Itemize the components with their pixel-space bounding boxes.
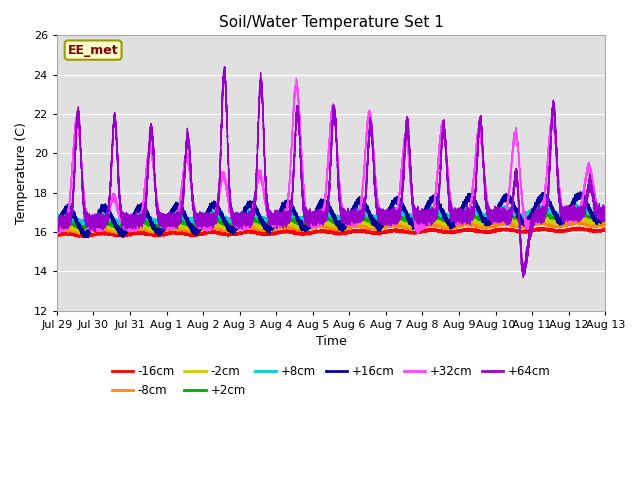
-8cm xyxy=(53,228,61,233)
+64cm xyxy=(221,64,228,70)
-2cm xyxy=(53,224,61,229)
+8cm xyxy=(403,212,411,218)
-2cm xyxy=(465,217,473,223)
-16cm xyxy=(501,227,509,233)
+8cm xyxy=(465,206,473,212)
-8cm xyxy=(76,231,84,237)
+16cm xyxy=(602,208,609,214)
Y-axis label: Temperature (C): Temperature (C) xyxy=(15,122,28,224)
-8cm xyxy=(501,222,509,228)
+8cm xyxy=(602,206,609,212)
+16cm xyxy=(82,230,90,236)
+32cm xyxy=(465,211,473,217)
-16cm xyxy=(403,229,411,235)
-8cm xyxy=(465,220,473,226)
-16cm xyxy=(82,233,90,239)
+32cm xyxy=(292,75,300,81)
+2cm xyxy=(403,216,411,222)
+2cm xyxy=(602,210,609,216)
-16cm xyxy=(465,228,473,233)
+64cm xyxy=(82,211,90,217)
+16cm xyxy=(501,195,509,201)
-16cm xyxy=(602,227,609,232)
-8cm xyxy=(403,225,411,230)
+2cm xyxy=(501,211,509,216)
+64cm xyxy=(602,213,609,219)
+64cm xyxy=(53,215,61,220)
+64cm xyxy=(520,275,527,280)
Legend: -16cm, -8cm, -2cm, +2cm, +8cm, +16cm, +32cm, +64cm: -16cm, -8cm, -2cm, +2cm, +8cm, +16cm, +3… xyxy=(107,360,555,402)
+64cm xyxy=(403,126,411,132)
+2cm xyxy=(116,227,124,232)
+16cm xyxy=(53,221,61,227)
+32cm xyxy=(480,167,488,172)
+8cm xyxy=(501,206,509,212)
-8cm xyxy=(602,219,609,225)
+8cm xyxy=(573,201,580,207)
+64cm xyxy=(493,216,501,221)
-16cm xyxy=(576,224,584,230)
Line: -2cm: -2cm xyxy=(57,214,605,233)
+16cm xyxy=(403,212,411,218)
+64cm xyxy=(501,216,509,222)
+2cm xyxy=(82,224,90,229)
Line: -16cm: -16cm xyxy=(57,227,605,238)
-16cm xyxy=(493,228,501,233)
-8cm xyxy=(573,217,581,223)
+32cm xyxy=(493,215,501,220)
+16cm xyxy=(84,235,92,240)
+8cm xyxy=(53,216,61,222)
Title: Soil/Water Temperature Set 1: Soil/Water Temperature Set 1 xyxy=(219,15,444,30)
+2cm xyxy=(53,221,61,227)
+16cm xyxy=(577,189,584,195)
+2cm xyxy=(480,217,488,223)
Line: +8cm: +8cm xyxy=(57,204,605,225)
+8cm xyxy=(82,218,90,224)
-2cm xyxy=(493,217,501,223)
-8cm xyxy=(493,220,501,226)
+2cm xyxy=(493,210,501,216)
X-axis label: Time: Time xyxy=(316,335,346,348)
+32cm xyxy=(54,230,61,236)
+32cm xyxy=(82,208,90,214)
-16cm xyxy=(53,232,61,238)
-2cm xyxy=(82,228,90,234)
-2cm xyxy=(480,219,488,225)
+32cm xyxy=(403,137,411,143)
Line: -8cm: -8cm xyxy=(57,220,605,234)
+16cm xyxy=(465,196,473,202)
Text: EE_met: EE_met xyxy=(68,44,118,57)
-2cm xyxy=(501,216,509,221)
-2cm xyxy=(574,211,582,217)
+64cm xyxy=(480,166,488,171)
+2cm xyxy=(465,211,473,217)
+32cm xyxy=(501,212,509,217)
-2cm xyxy=(602,216,609,222)
Line: +32cm: +32cm xyxy=(57,78,605,233)
+16cm xyxy=(480,216,488,222)
+16cm xyxy=(493,207,501,213)
+8cm xyxy=(493,207,501,213)
Line: +64cm: +64cm xyxy=(57,67,605,277)
-8cm xyxy=(82,229,90,235)
-16cm xyxy=(76,235,83,240)
Line: +2cm: +2cm xyxy=(57,208,605,229)
+8cm xyxy=(480,213,488,219)
-2cm xyxy=(403,221,411,227)
-16cm xyxy=(480,228,488,234)
-8cm xyxy=(480,225,488,230)
+32cm xyxy=(53,226,61,231)
Line: +16cm: +16cm xyxy=(57,192,605,238)
+64cm xyxy=(465,214,473,220)
+2cm xyxy=(572,205,579,211)
+32cm xyxy=(602,213,609,219)
-2cm xyxy=(76,230,83,236)
+8cm xyxy=(81,222,88,228)
